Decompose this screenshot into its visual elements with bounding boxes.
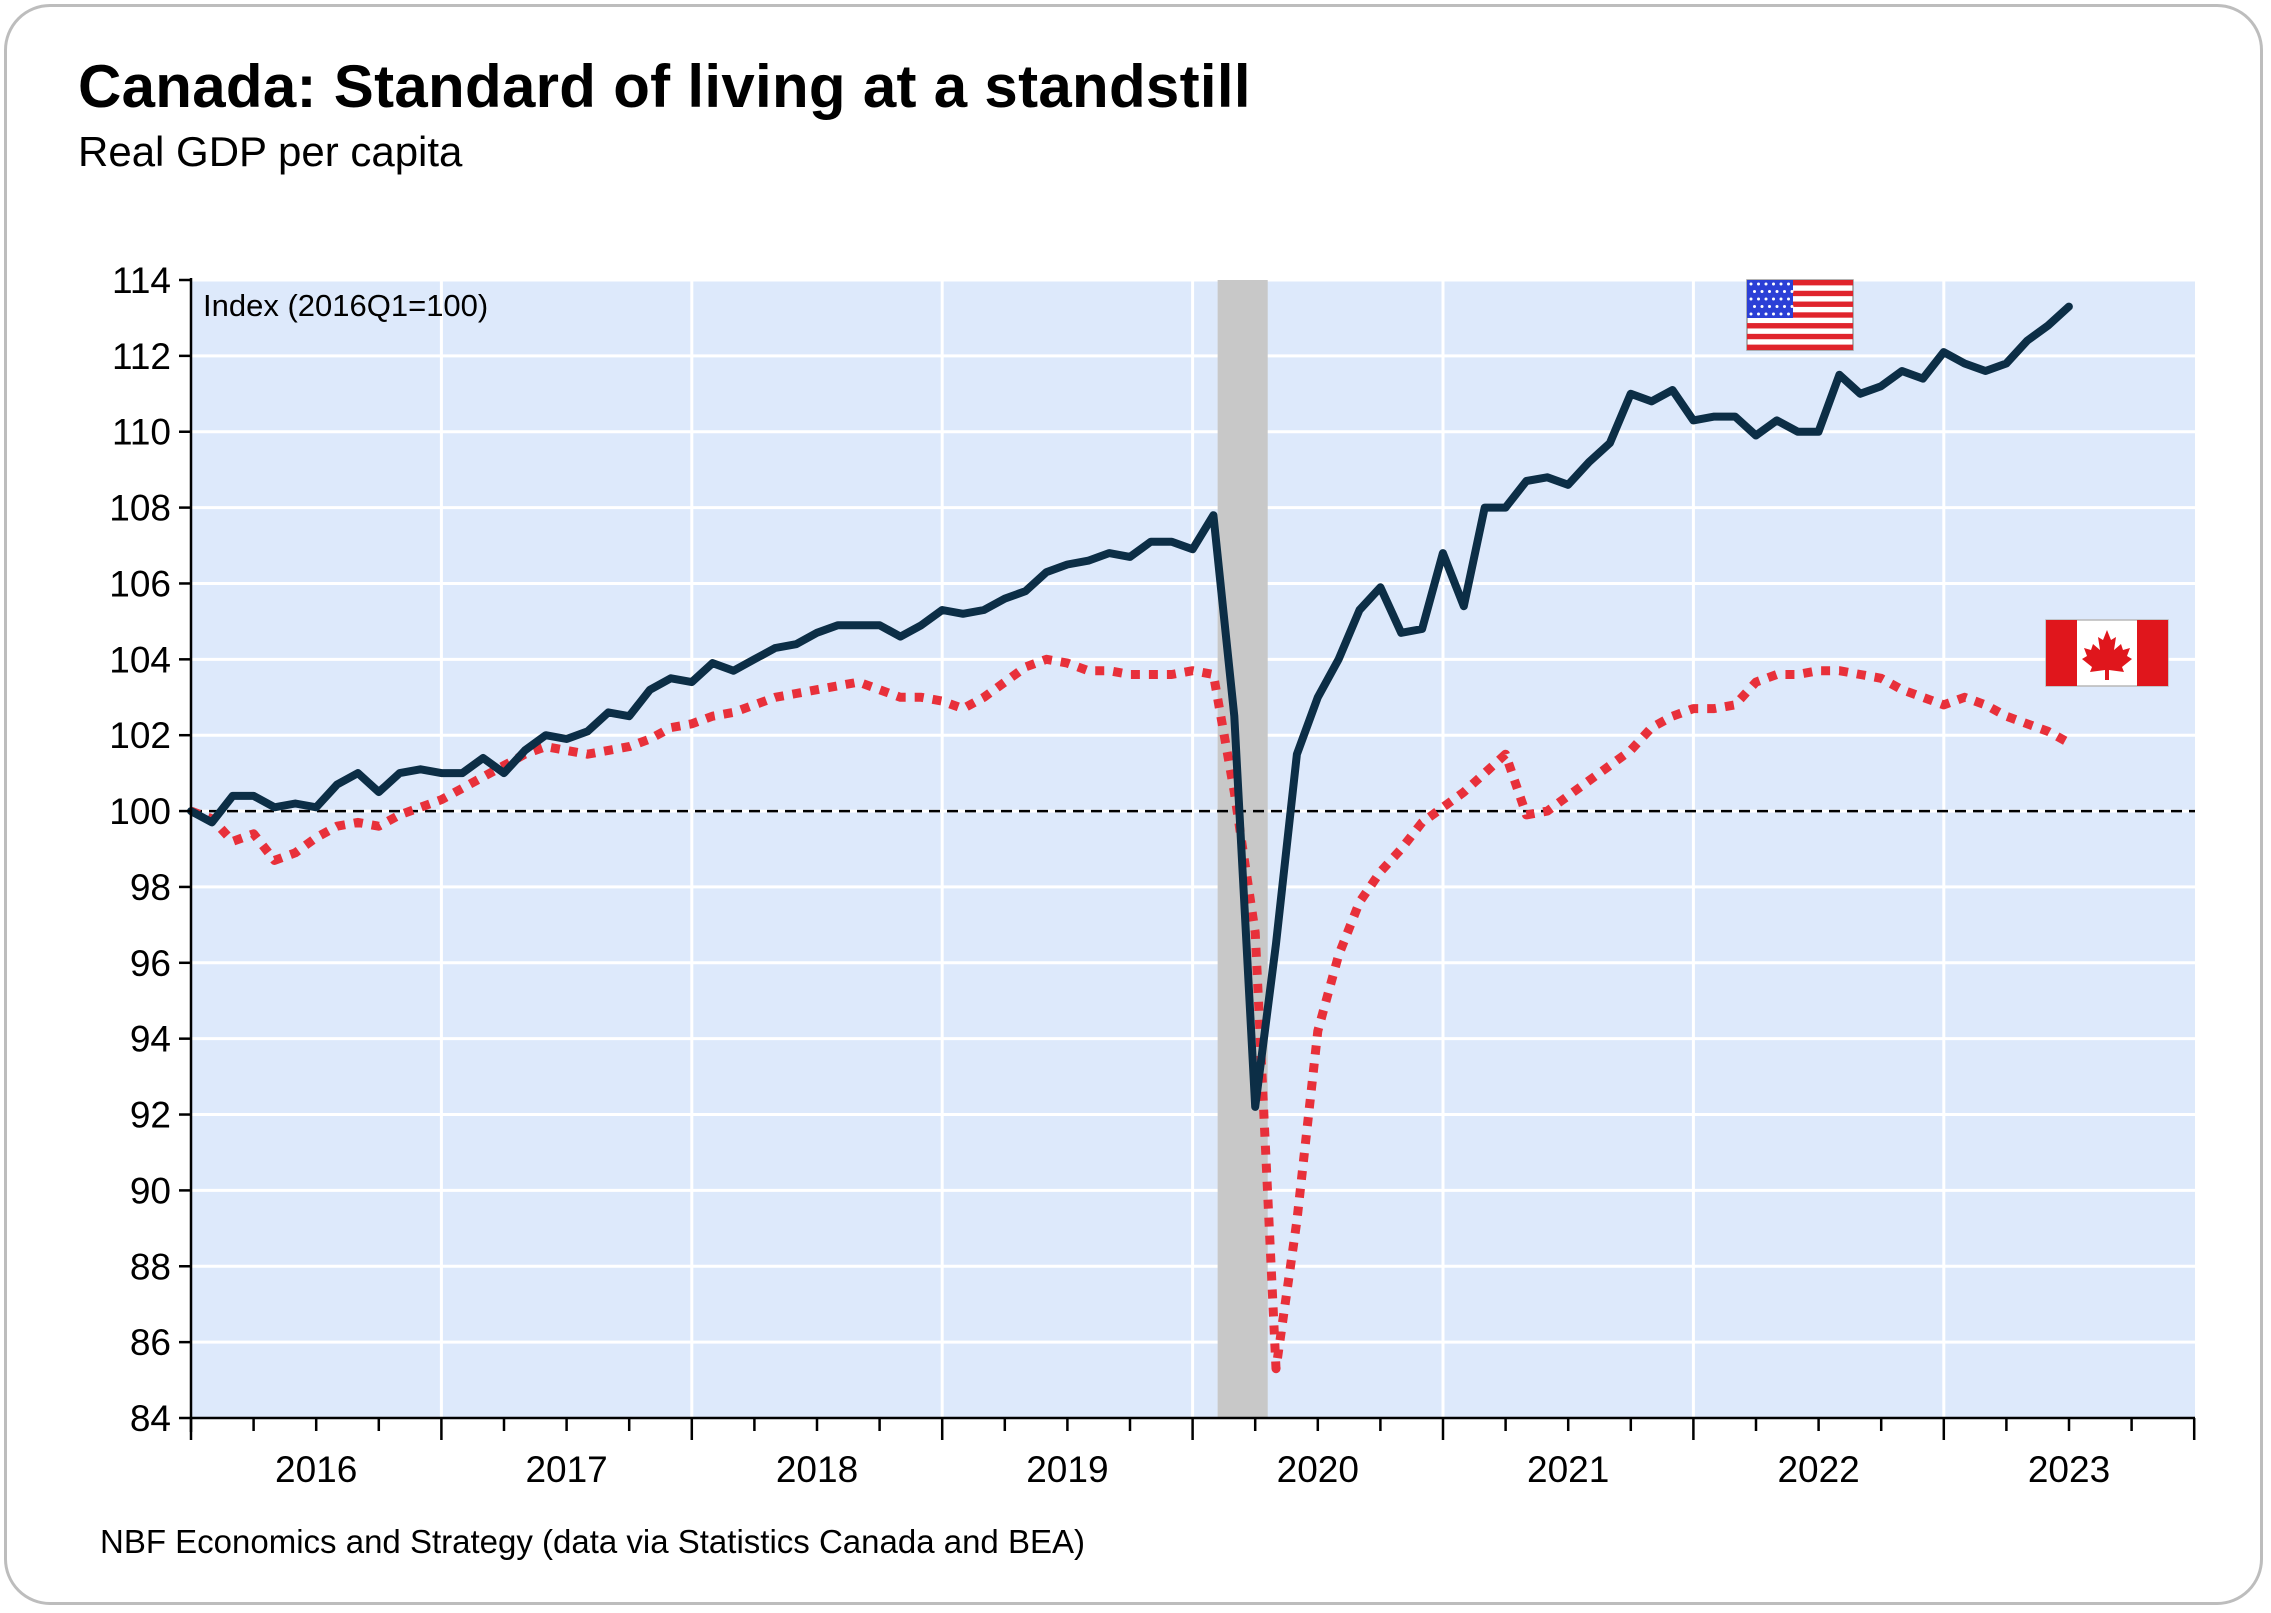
flag-star (1787, 297, 1790, 301)
flag-stripe (1747, 301, 1853, 307)
y-tick-label: 110 (112, 412, 171, 453)
flag-star (1779, 282, 1783, 286)
flag-stripe (1747, 333, 1853, 340)
x-tick-label: 2020 (1277, 1449, 1359, 1490)
flag-star (1787, 282, 1790, 286)
x-tick-label: 2016 (275, 1449, 357, 1490)
x-tick-label: 2017 (525, 1449, 607, 1490)
y-tick-label: 96 (130, 943, 171, 984)
flag-star (1775, 305, 1779, 308)
y-tick-label: 90 (130, 1170, 171, 1211)
x-axis-ticks: 2016 2017 2018 2019 2020 2021 2022 2023 (189, 1418, 2196, 1490)
flag-star (1772, 297, 1775, 301)
flag-star (1760, 305, 1764, 308)
canada-series-line (189, 654, 2072, 1374)
y-tick-label: 84 (130, 1398, 171, 1439)
flag-star (1757, 282, 1760, 286)
flag-star (1768, 290, 1771, 293)
y-tick-label: 98 (130, 867, 171, 908)
us-flag-icon (1746, 279, 1854, 351)
flag-star (1749, 297, 1753, 301)
y-tick-label: 86 (130, 1322, 171, 1363)
y-tick-label: 106 (109, 563, 171, 604)
x-tick-label: 2019 (1026, 1449, 1108, 1490)
flag-star (1753, 290, 1756, 293)
flag-star (1749, 312, 1753, 316)
y-tick-label: 112 (112, 336, 171, 377)
flag-star (1783, 305, 1786, 308)
canada-flag-icon (2045, 619, 2169, 687)
y-tick-label: 88 (130, 1246, 171, 1287)
x-tick-label: 2023 (2028, 1449, 2110, 1490)
flag-star (1779, 297, 1783, 301)
x-tick-label: 2022 (1777, 1449, 1859, 1490)
y-tick-label: 94 (130, 1019, 171, 1060)
x-tick-label: 2018 (776, 1449, 858, 1490)
y-tick-label: 102 (109, 715, 171, 756)
flag-star (1790, 290, 1794, 293)
flag-star (1764, 312, 1768, 316)
flag-star (1760, 290, 1764, 293)
flag-stripe (1747, 280, 1853, 286)
y-tick-label: 100 (109, 791, 171, 832)
flag-star (1749, 282, 1753, 286)
flag-star (1757, 312, 1760, 316)
flag-star (1772, 312, 1775, 316)
gridlines (191, 278, 2195, 1418)
chart-title: Canada: Standard of living at a standsti… (78, 53, 1251, 120)
y-axis-ticks: 84 86 88 90 92 94 96 98 100 102 104 106 108 110 112 114 (109, 260, 191, 1439)
flag-stripe (1747, 312, 1853, 318)
flag-star (1764, 282, 1768, 286)
flag-star (1753, 305, 1756, 308)
x-tick-label: 2021 (1527, 1449, 1609, 1490)
flag-star (1768, 305, 1771, 308)
flag-stripe (1747, 344, 1853, 350)
flag-star (1779, 312, 1783, 316)
flag-star (1772, 282, 1775, 286)
series-layer (187, 302, 2073, 1374)
chart-subtitle: Real GDP per capita (78, 128, 463, 175)
flag-star (1787, 312, 1790, 316)
y-axis-unit-label: Index (2016Q1=100) (203, 288, 488, 323)
flag-stripe (1747, 323, 1853, 329)
y-tick-label: 108 (109, 488, 171, 529)
flag-star (1764, 297, 1768, 301)
us-series-line (187, 302, 2073, 1111)
y-tick-label: 104 (109, 639, 171, 680)
flag-stripe (1747, 290, 1853, 297)
flag-star (1775, 290, 1779, 293)
flag-star (1757, 297, 1760, 301)
flag-star (1790, 305, 1794, 308)
y-tick-label: 114 (112, 260, 171, 301)
flag-star (1783, 290, 1786, 293)
y-tick-label: 92 (130, 1095, 171, 1136)
source-note: NBF Economics and Strategy (data via Sta… (100, 1523, 1085, 1560)
